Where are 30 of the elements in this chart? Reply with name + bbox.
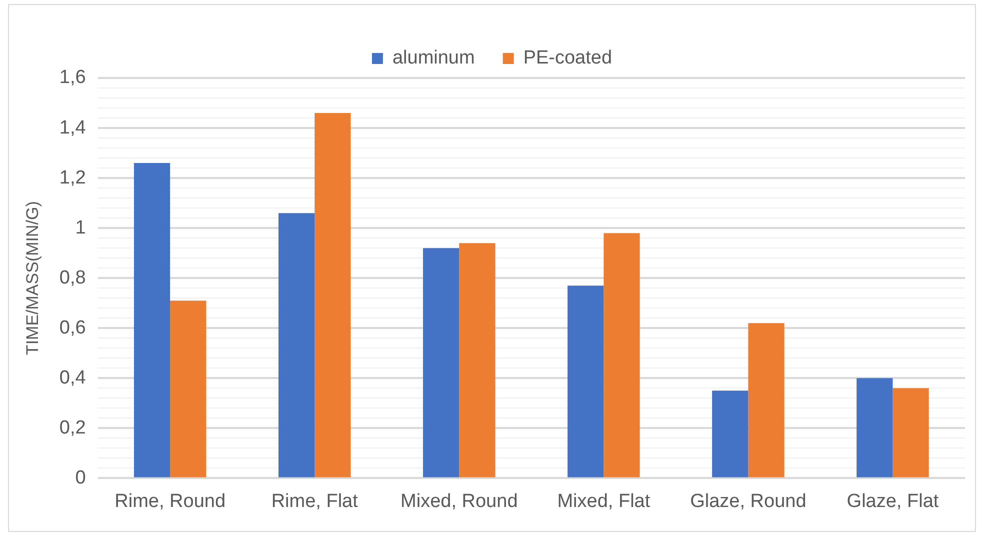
x-tick-label: Rime, Flat — [271, 490, 359, 512]
y-tick-label: 1,2 — [59, 167, 86, 188]
x-tick-label: Rime, Round — [114, 490, 226, 512]
y-tick-label: 1,4 — [59, 117, 86, 138]
bar — [134, 163, 170, 478]
legend-label: PE-coated — [523, 48, 612, 69]
bar — [712, 390, 748, 478]
x-tick-label: Glaze, Round — [690, 490, 806, 512]
y-tick-label: 0 — [75, 467, 86, 488]
bar — [314, 113, 351, 478]
y-tick-label: 1,6 — [59, 67, 86, 88]
y-tick-label: 0,6 — [59, 317, 86, 338]
bar — [604, 233, 640, 478]
bar — [892, 388, 929, 478]
x-tick-label: Mixed, Round — [400, 490, 518, 512]
y-tick-label: 0,4 — [59, 367, 86, 388]
x-tick-label: Glaze, Flat — [846, 490, 940, 512]
legend-label: aluminum — [392, 48, 475, 69]
y-tick-label: 1 — [75, 217, 86, 238]
x-tick-label: Mixed, Flat — [557, 490, 651, 512]
bar — [748, 323, 784, 478]
bar — [459, 243, 496, 478]
y-tick-label: 0,2 — [59, 417, 86, 438]
bar — [170, 300, 206, 478]
y-tick-label: 0,8 — [59, 267, 86, 288]
bar — [278, 213, 315, 478]
bar — [568, 286, 604, 478]
bar — [856, 378, 893, 478]
bar — [423, 248, 460, 478]
y-axis-title: TIME/MASS(MIN/G) — [22, 201, 42, 356]
